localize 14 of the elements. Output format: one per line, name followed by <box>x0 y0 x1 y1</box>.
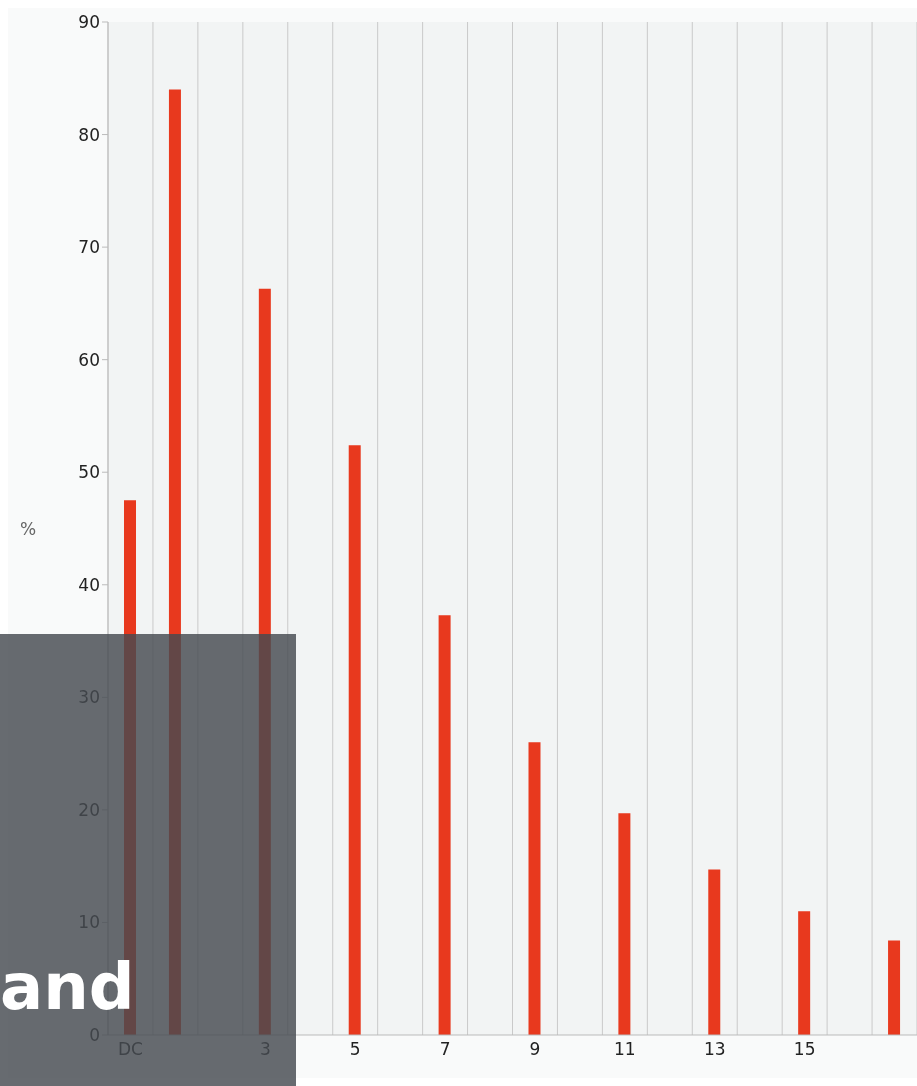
y-tick-label: 70 <box>78 237 100 258</box>
x-tick-label: 13 <box>703 1039 726 1060</box>
y-axis-title: % <box>20 518 37 539</box>
x-tick-label: 11 <box>614 1039 636 1060</box>
x-tick-label: 15 <box>793 1039 816 1060</box>
y-tick-label: 50 <box>78 462 100 483</box>
y-tick-label: 80 <box>78 124 100 145</box>
y-tick-label: 40 <box>78 574 100 595</box>
y-tick-label: 90 <box>78 12 100 33</box>
x-tick-label: 9 <box>529 1039 541 1060</box>
y-tick-label: 60 <box>78 349 100 370</box>
x-tick-label: 5 <box>349 1039 361 1060</box>
x-tick-label: 7 <box>439 1039 451 1060</box>
annotation: and <box>0 950 135 1024</box>
